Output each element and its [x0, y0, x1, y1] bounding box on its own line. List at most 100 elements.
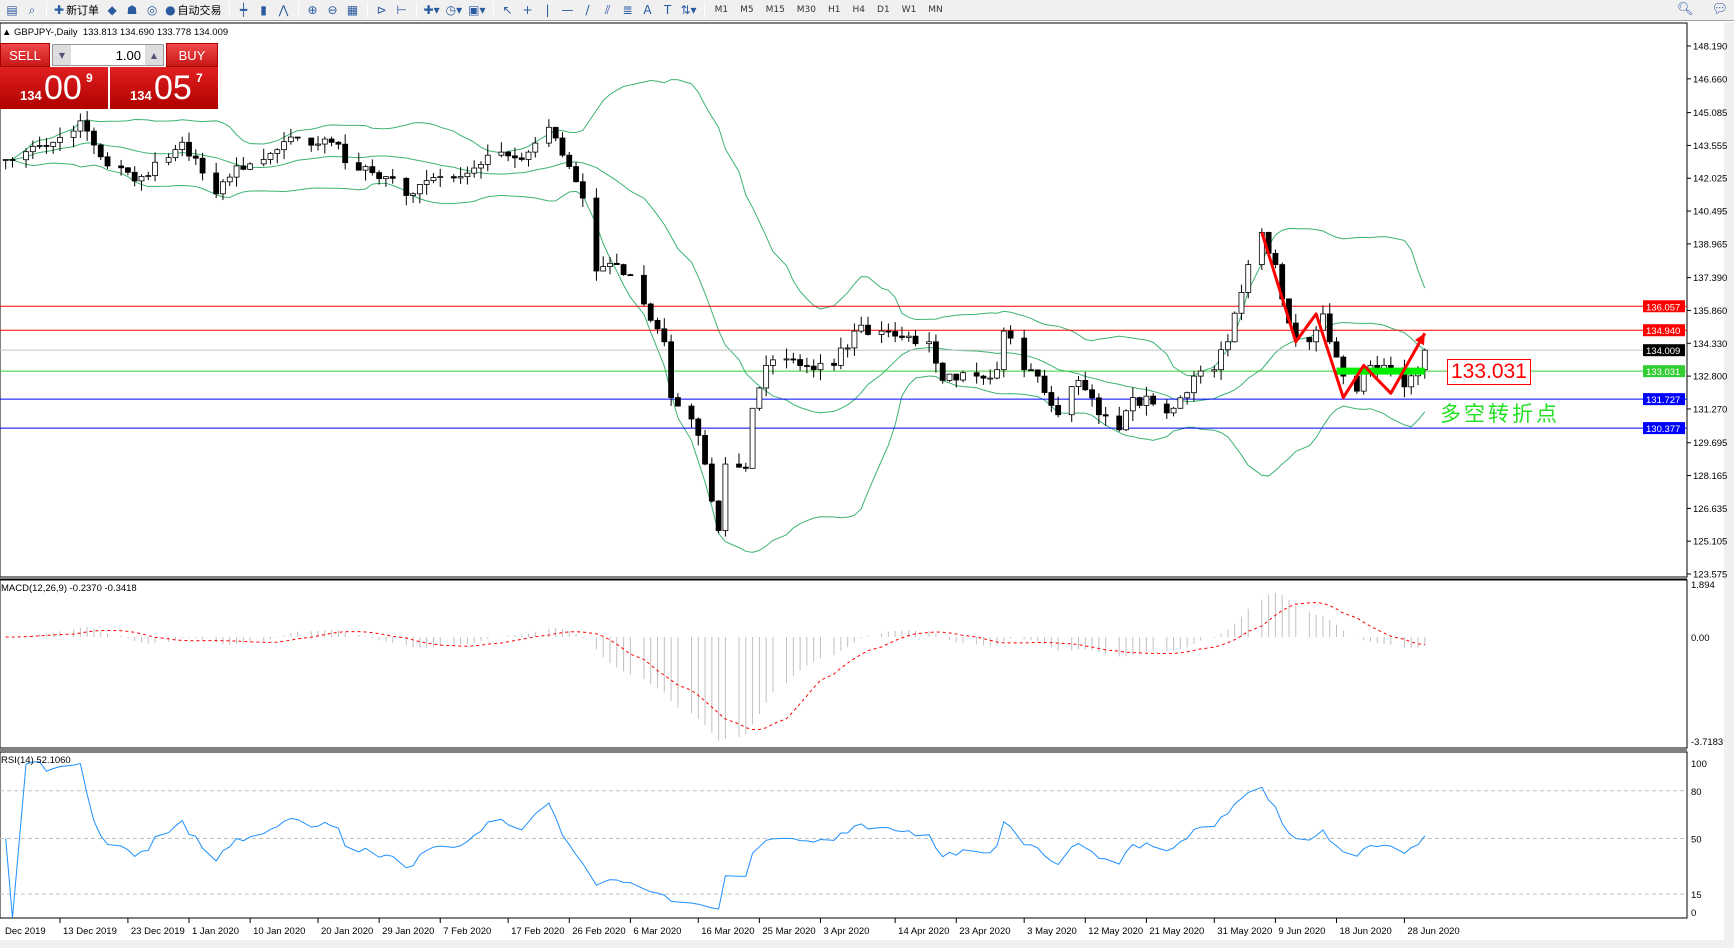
cursor-button[interactable]: ↖: [498, 1, 518, 19]
sell-button[interactable]: SELL: [0, 43, 50, 67]
buy-button[interactable]: BUY: [166, 43, 218, 67]
timeframe-h4[interactable]: H4: [852, 5, 866, 15]
bull-candle: [410, 193, 416, 196]
search-icon[interactable]: 🔍︎: [1676, 2, 1694, 17]
bear-candle: [933, 341, 939, 364]
date-axis-label: 17 Feb 2020: [511, 926, 564, 937]
bull-candle: [471, 167, 478, 174]
lot-increase-icon[interactable]: ▲: [145, 45, 163, 65]
bar-chart-button[interactable]: ┿: [234, 1, 254, 19]
periods-icon: ◷▾: [445, 3, 463, 17]
templates-button[interactable]: ▣▾: [465, 1, 488, 19]
price-axis-label: 143.555: [1693, 141, 1727, 152]
indicators-button[interactable]: ✚▾: [421, 1, 443, 19]
bear-candle: [131, 171, 138, 182]
bear-candle: [213, 172, 220, 195]
bull-candle: [437, 176, 444, 179]
bear-candle: [1095, 397, 1102, 416]
bull-candle: [756, 387, 763, 409]
bull-candle: [817, 362, 824, 371]
bull-candle: [362, 166, 369, 171]
bull-candle: [1075, 380, 1082, 388]
bear-candle: [1387, 364, 1394, 369]
zoom-in-button[interactable]: ⊕: [303, 1, 323, 19]
bear-candle: [1048, 392, 1055, 406]
new-chart-button[interactable]: ▤: [2, 1, 22, 19]
equidistant-channel-button[interactable]: ⫽: [598, 1, 618, 19]
bear-candle: [199, 157, 206, 174]
fibonacci-button[interactable]: ≣: [618, 1, 638, 19]
collapse-arrow-icon[interactable]: ▲: [2, 27, 12, 38]
text-label-button[interactable]: T: [658, 1, 678, 19]
candlestick-button[interactable]: ▮: [254, 1, 274, 19]
bear-candle: [939, 362, 946, 381]
sell-price-button[interactable]: 134 00 9: [0, 67, 108, 109]
bear-candle: [84, 120, 91, 132]
date-axis-label: 23 Dec 2019: [131, 926, 185, 937]
timeframe-m1[interactable]: M1: [714, 5, 729, 15]
metaeditor-icon: ◆: [107, 3, 117, 17]
auto-scroll-icon: ⊳: [376, 3, 387, 17]
timeframe-h1[interactable]: H1: [828, 5, 841, 15]
bear-candle: [715, 500, 722, 531]
bear-candle: [308, 137, 315, 146]
zoom-window-button[interactable]: ⌕: [22, 1, 42, 19]
timeframe-m5[interactable]: M5: [740, 5, 754, 15]
lot-decrease-icon[interactable]: ▼: [53, 45, 71, 65]
text-button[interactable]: A: [638, 1, 658, 19]
bull-candle: [423, 180, 430, 185]
line-chart-button[interactable]: ⋀: [274, 1, 294, 19]
new-order-button[interactable]: ✚ 新订单: [51, 1, 102, 19]
timeframe-mn[interactable]: MN: [928, 5, 943, 15]
lot-size-stepper[interactable]: ▼ ▲: [52, 44, 164, 66]
bear-candle: [627, 274, 634, 277]
rsi-line: [5, 761, 1426, 919]
timeframe-w1[interactable]: W1: [901, 5, 917, 15]
chat-icon[interactable]: 💬︎: [1711, 2, 1728, 17]
metaeditor-button[interactable]: ◆: [102, 1, 122, 19]
autotrading-button[interactable]: ● 自动交易: [162, 1, 224, 19]
rsi-panel-frame: [0, 751, 1688, 919]
bear-candle: [1082, 380, 1089, 391]
trendline-button[interactable]: /: [578, 1, 598, 19]
periods-button[interactable]: ◷▾: [443, 1, 466, 19]
lot-size-input[interactable]: [71, 47, 145, 63]
date-axis-label: 14 Apr 2020: [898, 926, 949, 937]
toolbar-label: 自动交易: [177, 4, 222, 17]
chart-shift-button[interactable]: ⊢: [392, 1, 412, 19]
date-axis-label: 29 Jan 2020: [382, 926, 434, 937]
date-axis-label: 3 May 2020: [1027, 926, 1077, 937]
bull-candle: [1170, 407, 1177, 414]
bull-candle: [267, 153, 274, 160]
vertical-line-button[interactable]: |: [538, 1, 558, 19]
timeframe-d1[interactable]: D1: [877, 5, 890, 15]
ohlc-open: 133.813: [82, 27, 118, 38]
zoom-out-button[interactable]: ⊖: [323, 1, 343, 19]
bear-candle: [736, 463, 742, 468]
crosshair-button[interactable]: +: [518, 1, 538, 19]
auto-scroll-button[interactable]: ⊳: [372, 1, 392, 19]
date-axis-label: 13 Dec 2019: [63, 926, 117, 937]
bear-candle: [661, 328, 668, 343]
horizontal-line-button[interactable]: —: [558, 1, 578, 19]
tile-windows-button[interactable]: ▦: [343, 1, 363, 19]
bear-candle: [566, 154, 573, 168]
bull-candle: [152, 161, 158, 177]
trend-path-drawing: [1260, 231, 1427, 400]
timeframe-m30[interactable]: M30: [796, 5, 817, 15]
toolbar-separator: [492, 2, 494, 18]
bear-candle: [1116, 415, 1123, 431]
timeframe-m15[interactable]: M15: [765, 5, 785, 15]
candles: [2, 111, 1428, 537]
date-axis-label: 12 May 2020: [1088, 926, 1143, 937]
date-axis-label: 26 Feb 2020: [572, 926, 625, 937]
signal-button[interactable]: ◎: [142, 1, 162, 19]
bear-candle: [613, 262, 620, 265]
fibonacci-icon: ≣: [622, 3, 633, 17]
arrows-button[interactable]: ⇅▾: [678, 1, 700, 19]
bear-candle: [1333, 341, 1340, 358]
navigator-button[interactable]: ☗: [122, 1, 142, 19]
symbol-label: GBPJPY-,Daily: [14, 27, 78, 38]
buy-price-button[interactable]: 134 05 7: [110, 67, 218, 109]
